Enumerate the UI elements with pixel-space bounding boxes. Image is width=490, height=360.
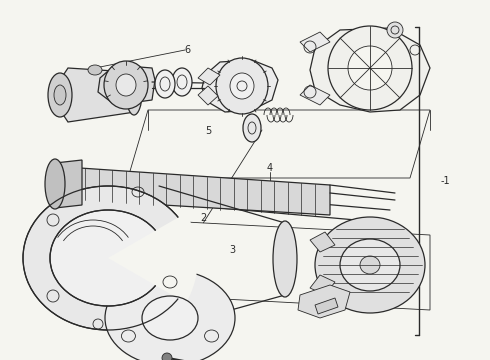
Ellipse shape: [360, 256, 380, 274]
Polygon shape: [310, 28, 430, 112]
Text: 6: 6: [184, 45, 190, 55]
Ellipse shape: [48, 73, 72, 117]
Ellipse shape: [126, 71, 142, 115]
Polygon shape: [98, 65, 155, 105]
Text: 2: 2: [200, 213, 206, 223]
Text: -1: -1: [440, 176, 450, 186]
Ellipse shape: [328, 26, 412, 110]
Ellipse shape: [315, 217, 425, 313]
Ellipse shape: [340, 239, 400, 291]
Ellipse shape: [116, 74, 136, 96]
Ellipse shape: [54, 85, 66, 105]
Polygon shape: [300, 32, 330, 52]
Ellipse shape: [104, 61, 148, 109]
Polygon shape: [310, 275, 335, 295]
Polygon shape: [310, 232, 335, 252]
Ellipse shape: [142, 296, 198, 340]
Ellipse shape: [162, 353, 172, 360]
Ellipse shape: [243, 114, 261, 142]
Polygon shape: [55, 160, 82, 208]
Polygon shape: [300, 85, 330, 105]
Ellipse shape: [45, 159, 65, 209]
Ellipse shape: [273, 221, 297, 297]
Text: 4: 4: [267, 163, 273, 173]
Wedge shape: [108, 213, 198, 303]
Polygon shape: [60, 68, 135, 122]
Ellipse shape: [230, 73, 254, 99]
Polygon shape: [198, 86, 218, 105]
Ellipse shape: [155, 70, 175, 98]
Polygon shape: [202, 60, 278, 112]
Ellipse shape: [216, 58, 268, 114]
Polygon shape: [298, 285, 350, 318]
Text: 5: 5: [205, 126, 211, 136]
Ellipse shape: [348, 46, 392, 90]
Polygon shape: [198, 68, 220, 85]
Ellipse shape: [387, 22, 403, 38]
Text: 3: 3: [230, 245, 236, 255]
Polygon shape: [80, 168, 330, 215]
Ellipse shape: [172, 68, 192, 96]
Ellipse shape: [88, 65, 102, 75]
Ellipse shape: [50, 210, 166, 306]
Ellipse shape: [105, 270, 235, 360]
Polygon shape: [315, 298, 338, 314]
Ellipse shape: [23, 186, 193, 330]
